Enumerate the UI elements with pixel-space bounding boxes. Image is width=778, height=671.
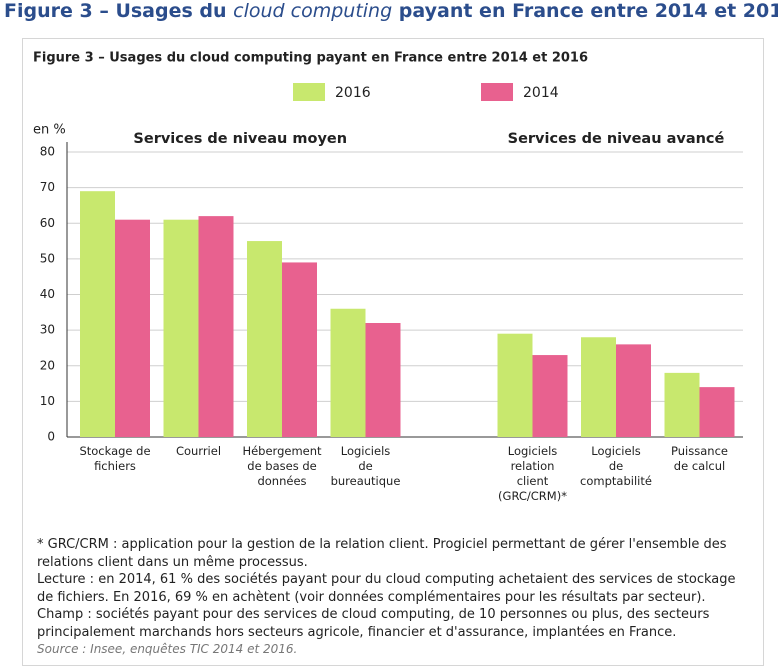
bar (163, 219, 199, 437)
notes: * GRC/CRM : application pour la gestion … (37, 536, 753, 659)
bar (532, 355, 568, 437)
bar (115, 219, 150, 437)
title-italic: cloud computing (233, 0, 393, 22)
y-axis-label: en % (33, 123, 66, 138)
bar (282, 262, 317, 437)
x-tick-label: Logiciels de bureautique (330, 444, 401, 488)
y-tick-label: 80 (40, 145, 55, 159)
source: Source : Insee, enquêtes TIC 2014 et 201… (37, 642, 298, 656)
y-tick-label: 30 (40, 323, 55, 337)
y-tick-label: 10 (40, 394, 55, 408)
chart-box (22, 38, 764, 666)
x-tick-label: Logiciels de comptabilité (580, 444, 652, 488)
bar (581, 337, 616, 437)
bar (664, 372, 700, 437)
legend-label: 2014 (523, 85, 559, 101)
note: Champ : sociétés payant pour des service… (37, 607, 710, 640)
title-part: payant en France entre 2014 et 2016 (392, 0, 778, 22)
y-tick-label: 0 (47, 430, 55, 444)
y-tick-label: 50 (40, 251, 55, 265)
note: Lecture : en 2014, 61 % des sociétés pay… (37, 572, 736, 605)
title-part: Figure 3 – Usages du (4, 0, 234, 22)
bar (699, 387, 735, 437)
bar (365, 323, 401, 437)
page-title: Figure 3 – Usages du cloud computing pay… (4, 0, 778, 22)
bar (80, 191, 115, 437)
bar (497, 333, 533, 437)
y-tick-label: 20 (40, 358, 55, 372)
y-tick-label: 70 (40, 180, 55, 194)
bar (330, 308, 366, 437)
legend-swatch (293, 83, 325, 101)
x-tick-label: Puissance de calcul (671, 444, 728, 473)
y-tick-label: 40 (40, 287, 55, 301)
group-label: Services de niveau moyen (133, 131, 347, 147)
group-label: Services de niveau avancé (508, 131, 725, 147)
chart-title: Figure 3 – Usages du cloud computing pay… (33, 51, 588, 66)
x-tick-label: Stockage de fichiers (79, 444, 151, 473)
bar (198, 216, 234, 437)
bar (616, 344, 651, 437)
x-tick-label: Hébergement de bases de données (242, 444, 322, 488)
y-tick-label: 60 (40, 216, 55, 230)
x-tick-label: Courriel (175, 444, 222, 458)
legend-label: 2016 (335, 85, 371, 101)
note: * GRC/CRM : application pour la gestion … (37, 537, 727, 570)
x-tick-label: Logiciels relation client (GRC/CRM)* (498, 444, 567, 503)
bar (247, 241, 282, 437)
legend-swatch (481, 83, 513, 101)
